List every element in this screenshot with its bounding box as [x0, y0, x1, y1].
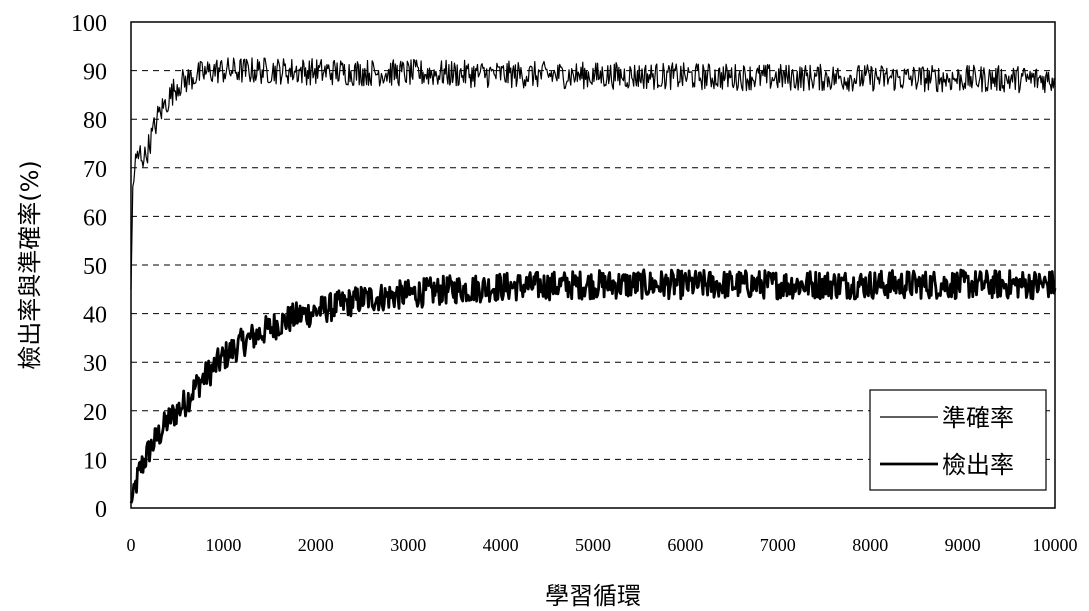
x-tick-label: 0	[127, 535, 136, 555]
y-tick-label: 0	[95, 497, 107, 523]
x-tick-label: 1000	[205, 535, 241, 555]
y-tick-label: 50	[83, 254, 107, 280]
legend-label-detection: 檢出率	[942, 451, 1014, 479]
series-line-accuracy	[130, 57, 1056, 290]
x-tick-label: 9000	[945, 535, 981, 555]
x-tick-label: 10000	[1033, 535, 1078, 555]
y-tick-label: 90	[83, 60, 107, 86]
y-tick-label: 100	[71, 11, 107, 37]
x-tick-label: 6000	[667, 535, 703, 555]
legend: 準確率 檢出率	[869, 389, 1047, 491]
series-layer	[129, 57, 1057, 504]
y-tick-label: 30	[83, 351, 107, 377]
x-tick-label: 3000	[390, 535, 426, 555]
y-tick-label: 70	[83, 157, 107, 183]
y-tick-label: 80	[83, 108, 107, 134]
y-tick-label: 10	[83, 448, 107, 474]
plot-area-frame	[130, 21, 1056, 509]
x-axis-label: 學習循環	[545, 582, 641, 610]
series-line-detection	[129, 268, 1057, 504]
y-axis-ticks: 0 10 20 30 40 50 60 70 80 90 100	[71, 11, 107, 523]
x-tick-label: 4000	[483, 535, 519, 555]
x-tick-label: 2000	[298, 535, 334, 555]
x-tick-label: 5000	[575, 535, 611, 555]
legend-label-accuracy: 準確率	[942, 404, 1014, 432]
x-axis-ticks: 0 1000 2000 3000 4000 5000 6000 7000 8000 9000 100…	[127, 535, 1078, 555]
y-tick-label: 20	[83, 400, 107, 426]
y-axis-label: 檢出率與準確率(%)	[16, 160, 44, 370]
y-tick-label: 40	[83, 303, 107, 329]
x-tick-label: 7000	[760, 535, 796, 555]
y-tick-label: 60	[83, 205, 107, 231]
x-tick-label: 8000	[852, 535, 888, 555]
legend-box	[869, 389, 1047, 491]
